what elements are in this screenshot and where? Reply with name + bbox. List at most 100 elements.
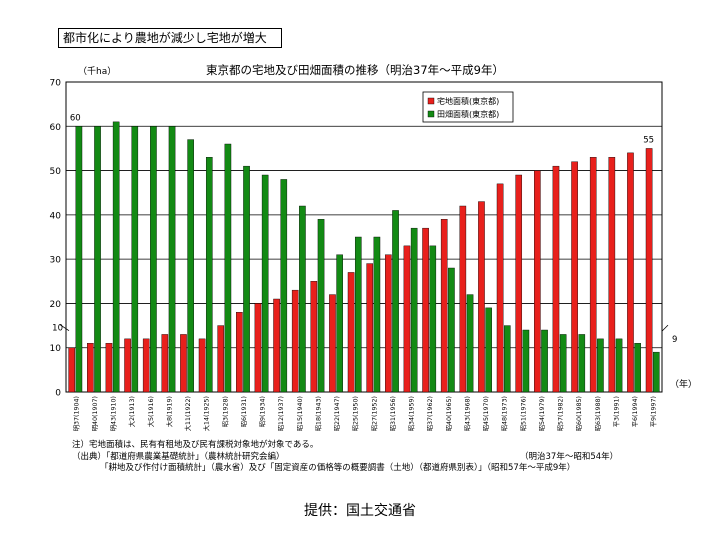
y-tick-label: 50: [50, 167, 62, 177]
bar-residential: [180, 334, 187, 393]
bar-residential: [459, 205, 467, 393]
y-tick-label: 30: [50, 256, 62, 266]
bar-farmland: [261, 174, 269, 393]
legend-swatch-residential: [427, 97, 435, 105]
footnote-line-2-period: （明治37年～昭和54年）: [520, 451, 619, 462]
bar-farmland: [94, 126, 101, 393]
bar-farmland: [75, 126, 83, 393]
bar-farmland: [299, 205, 306, 393]
bar-residential: [385, 254, 392, 393]
bar-residential: [142, 338, 150, 393]
x-tick-label: 昭51(1976): [519, 396, 527, 431]
bar-farmland: [224, 143, 232, 393]
source-credit: 提供：国土交通省: [304, 503, 416, 519]
x-tick-label: 昭34(1959): [408, 396, 416, 431]
bar-residential: [496, 183, 504, 393]
bar-farmland: [466, 294, 474, 393]
callout-arrow-left: [59, 324, 70, 332]
x-tick-label: 昭12(1937): [277, 396, 285, 431]
x-tick-label: 昭3(1928): [221, 396, 229, 427]
bar-farmland: [503, 325, 511, 393]
bar-farmland: [205, 157, 213, 393]
bar-farmland: [317, 219, 325, 393]
bar-residential: [124, 338, 131, 393]
x-tick-label: 昭25(1950): [352, 396, 360, 431]
x-tick-label: 大11(1922): [183, 396, 192, 431]
bar-residential: [198, 338, 206, 393]
bar-residential: [291, 289, 299, 393]
bar-residential: [403, 245, 411, 393]
bar-residential: [310, 281, 318, 393]
y-tick-label: 0: [55, 389, 61, 399]
bar-farmland: [541, 329, 548, 393]
x-axis-unit-label: （年）: [670, 380, 698, 390]
x-tick-label: 昭27(1952): [370, 396, 378, 431]
bar-residential: [571, 161, 578, 393]
x-tick-label: 平9(1997): [650, 396, 658, 427]
x-tick-label: 平6(1994): [631, 396, 639, 427]
x-tick-label: 昭54(1979): [538, 396, 546, 431]
legend-swatch-farmland: [427, 110, 435, 118]
bar-residential: [515, 174, 523, 393]
bar-residential: [105, 343, 113, 393]
y-tick-label: 10: [50, 344, 62, 354]
bar-farmland: [578, 334, 586, 393]
bar-farmland: [634, 343, 641, 393]
bar-farmland: [150, 126, 157, 393]
bar-farmland: [112, 121, 120, 393]
bar-residential: [254, 303, 262, 393]
bar-residential: [552, 165, 560, 393]
x-tick-label: 昭63(1988): [594, 396, 602, 431]
bar-residential: [329, 294, 336, 393]
data-annotation-label: 55: [643, 135, 654, 145]
x-tick-label: 大8(1919): [164, 396, 173, 427]
bar-residential: [440, 219, 448, 393]
callout-arrow-right: [661, 324, 669, 332]
x-tick-label: 昭60(1985): [575, 396, 583, 431]
bar-residential: [589, 157, 597, 393]
footnote-line-1: 注）宅地面積は、民有有租地及び民有課税対象地が対象である。: [72, 440, 319, 450]
bar-residential: [68, 347, 76, 393]
bar-farmland: [354, 236, 362, 393]
x-tick-label: 明37(1904): [72, 396, 80, 431]
bar-farmland: [131, 126, 139, 393]
bar-residential: [161, 334, 169, 393]
bar-residential: [366, 263, 374, 393]
x-tick-label: 大2(1913): [127, 396, 136, 427]
x-tick-label: 昭40(1965): [445, 396, 453, 431]
bar-farmland: [410, 227, 418, 393]
bar-residential: [422, 227, 429, 393]
bar-farmland: [373, 236, 381, 393]
legend-label-farmland: 田畑面積(東京都): [437, 109, 499, 119]
x-tick-label: 昭18(1943): [314, 396, 322, 431]
y-axis-unit-label: （千ha）: [78, 67, 117, 77]
x-tick-label: 大14(1925): [202, 396, 211, 431]
x-tick-label: 大5(1916): [146, 396, 155, 427]
bar-farmland: [187, 139, 194, 393]
bar-farmland: [336, 254, 343, 393]
bar-farmland: [429, 245, 437, 393]
bar-farmland: [280, 179, 288, 393]
bar-residential: [347, 272, 355, 393]
bar-farmland: [559, 334, 567, 393]
bar-farmland: [448, 267, 455, 393]
legend-label-residential: 宅地面積(東京都): [437, 96, 499, 106]
bar-residential: [217, 325, 225, 393]
data-annotation-label: 60: [70, 113, 81, 123]
bar-farmland: [485, 307, 492, 393]
bar-residential: [273, 298, 280, 393]
x-tick-label: 昭15(1940): [296, 396, 304, 431]
y-tick-label: 60: [50, 123, 62, 133]
footnote-line-3: 「耕地及び作付け面積統計」（農水省）及び「固定資産の価格等の概要調書（土地）（都…: [100, 463, 576, 473]
bar-farmland: [522, 329, 530, 393]
headline-text: 都市化により農地が減少し宅地が増大: [63, 31, 267, 45]
bar-farmland: [168, 126, 176, 393]
bar-farmland: [243, 165, 250, 393]
x-tick-label: 昭57(1982): [557, 396, 565, 431]
footnote-line-2: （出典）「都道府県農業基礎統計」（農林統計研究会編）: [72, 451, 285, 462]
bar-residential: [608, 157, 616, 393]
x-tick-label: 明40(1907): [91, 396, 99, 431]
bar-residential: [478, 201, 485, 393]
y-tick-label: 70: [50, 79, 62, 89]
